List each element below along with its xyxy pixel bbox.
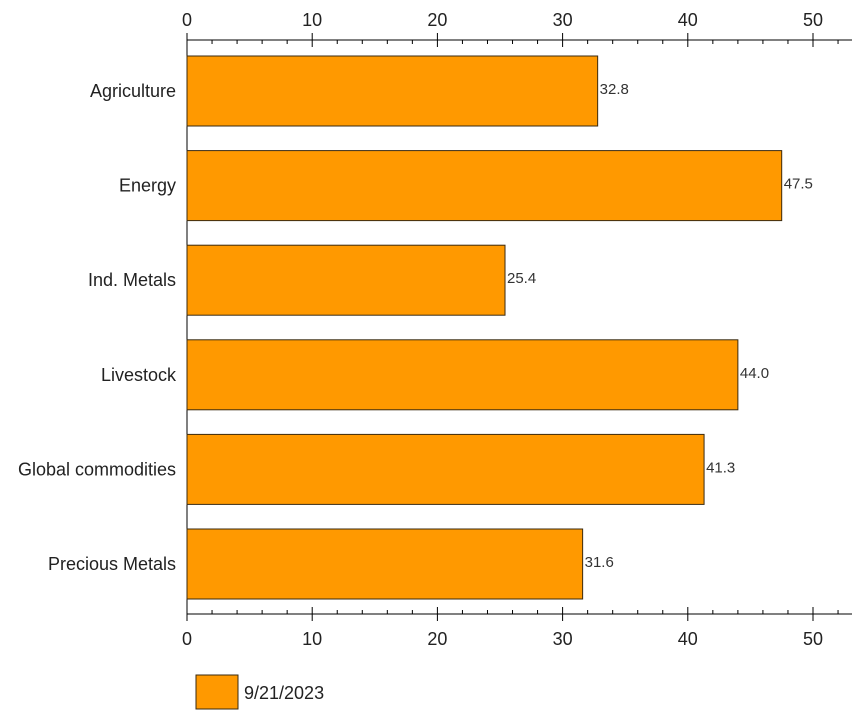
top-tick-label: 40 (678, 10, 698, 30)
data-label: 41.3 (706, 459, 735, 476)
legend: 9/21/2023 (195, 674, 324, 710)
bottom-tick-label: 20 (427, 629, 447, 649)
bars (186, 55, 783, 600)
top-tick-label: 50 (803, 10, 823, 30)
category-label: Energy (119, 176, 176, 196)
bar-global-commodities (186, 433, 705, 505)
bottom-tick-label: 30 (553, 629, 573, 649)
data-label: 25.4 (507, 270, 536, 287)
bottom-tick-label: 40 (678, 629, 698, 649)
top-tick-label: 30 (553, 10, 573, 30)
axes (186, 33, 852, 621)
legend-label: 9/21/2023 (244, 683, 324, 703)
data-label: 31.6 (585, 554, 614, 571)
category-label: Livestock (101, 365, 177, 385)
category-label: Agriculture (90, 81, 176, 101)
category-label: Precious Metals (48, 554, 176, 574)
legend-swatch (195, 674, 239, 710)
data-label: 47.5 (784, 176, 813, 193)
bottom-tick-label: 0 (182, 629, 192, 649)
bar-ind-metals (186, 244, 506, 316)
category-label: Ind. Metals (88, 270, 176, 290)
bar-energy (186, 150, 783, 222)
data-label: 44.0 (740, 365, 769, 382)
bar-livestock (186, 339, 739, 411)
top-tick-label: 0 (182, 10, 192, 30)
bottom-tick-label: 50 (803, 629, 823, 649)
top-tick-label: 20 (427, 10, 447, 30)
data-label: 32.8 (600, 81, 629, 98)
category-label: Global commodities (18, 459, 176, 479)
bar-agriculture (186, 55, 599, 127)
bottom-tick-label: 10 (302, 629, 322, 649)
labels: 0 0 10 10 20 20 30 30 40 40 50 50 Agriculture 32.8 Ene… (18, 10, 823, 649)
bar-precious-metals (186, 528, 584, 600)
top-tick-label: 10 (302, 10, 322, 30)
